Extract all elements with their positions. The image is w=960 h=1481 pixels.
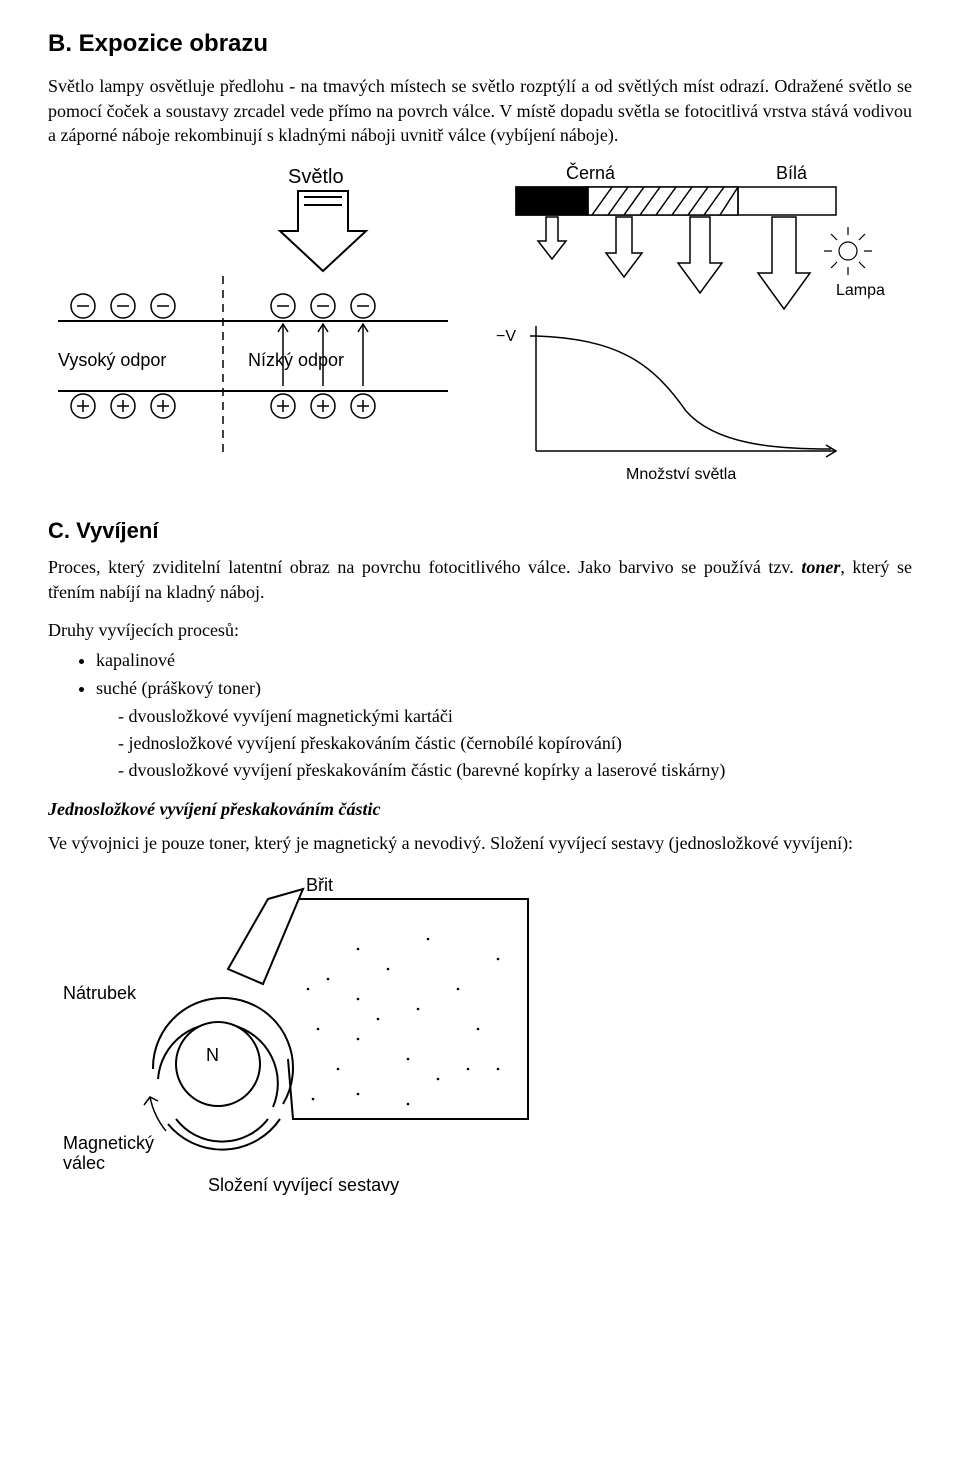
label-mnozstvi-svetla: Množství světla — [626, 466, 736, 483]
label-cerna: Černá — [566, 162, 616, 183]
label-minus-v: −V — [496, 328, 516, 345]
big-arrow-down — [280, 191, 366, 271]
magnetic-roller — [153, 998, 293, 1150]
sub-item: - jednosložkové vyvíjení přeskakováním č… — [96, 731, 912, 755]
list-item-label: suché (práškový toner) — [96, 678, 261, 698]
rotation-arrow-icon — [144, 1097, 166, 1131]
toner-dots — [307, 938, 500, 1106]
label-brit: Břit — [306, 875, 333, 895]
para-c1-a: Proces, který zviditelní latentní obraz … — [48, 557, 801, 577]
label-natrubek: Nátrubek — [63, 983, 137, 1003]
label-lampa: Lampa — [836, 282, 885, 299]
label-magvalec-2: válec — [63, 1153, 105, 1173]
label-nizky-odpor: Nízký odpor — [248, 350, 344, 370]
term-toner: toner — [801, 557, 840, 577]
tone-bar — [516, 187, 836, 215]
figure-right: Černá Bílá — [476, 161, 906, 497]
lamp-icon — [824, 227, 872, 275]
figure-bottom: Břit Nátrubek N — [58, 869, 912, 1205]
hopper — [228, 889, 528, 1119]
exposure-arrows — [538, 217, 810, 309]
heading-c: C. Vyvíjení — [48, 516, 912, 546]
label-magvalec-1: Magnetický — [63, 1133, 154, 1153]
label-svetlo: Světlo — [288, 166, 344, 188]
sub-item: - dvousložkové vyvíjení přeskakováním čá… — [96, 758, 912, 782]
graph — [530, 326, 836, 457]
figure-row: Světlo Vysoký odpor N — [48, 161, 912, 497]
para-b: Světlo lampy osvětluje předlohu - na tma… — [48, 74, 912, 147]
figure-left: Světlo Vysoký odpor N — [48, 161, 458, 477]
sub-item: - dvousložkové vyvíjení magnetickými kar… — [96, 704, 912, 728]
list-item: kapalinové — [96, 648, 912, 672]
list-item: suché (práškový toner) - dvousložkové vy… — [96, 676, 912, 782]
heading-b: B. Expozice obrazu — [48, 28, 912, 60]
subheading-jednoslozkove: Jednosložkové vyvíjení přeskakováním čás… — [48, 797, 912, 821]
lead-druhy: Druhy vyvíjecích procesů: — [48, 618, 912, 642]
label-N: N — [206, 1045, 219, 1065]
figure-caption: Složení vyvíjecí sestavy — [208, 1175, 399, 1195]
para-c2: Ve vývojnici je pouze toner, který je ma… — [48, 831, 912, 855]
process-list: kapalinové suché (práškový toner) - dvou… — [48, 648, 912, 782]
label-bila: Bílá — [776, 163, 808, 183]
para-c1: Proces, který zviditelní latentní obraz … — [48, 555, 912, 604]
label-vysoky-odpor: Vysoký odpor — [58, 350, 166, 370]
